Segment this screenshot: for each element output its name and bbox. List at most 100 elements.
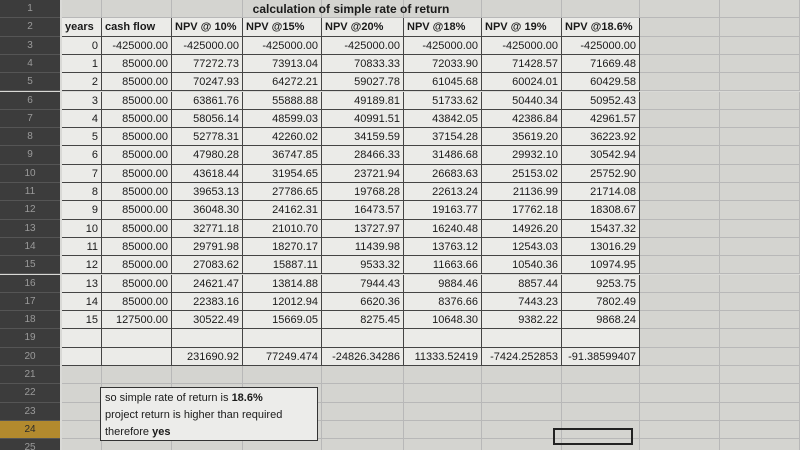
data-cell: 26683.63 (404, 164, 482, 183)
data-cell: 43618.44 (172, 164, 243, 183)
empty-cell (482, 402, 562, 421)
data-cell: 42961.57 (562, 109, 640, 129)
data-cell: 47980.28 (172, 146, 243, 165)
data-cell: 9382.22 (482, 311, 562, 330)
data-cell: 24162.31 (243, 201, 322, 220)
empty-cell (720, 73, 800, 92)
data-cell: 85000.00 (102, 292, 172, 312)
data-cell: 40991.51 (322, 109, 404, 129)
data-cell: 85000.00 (102, 73, 172, 92)
row-number: 11 (0, 183, 60, 202)
empty-cell (640, 402, 720, 421)
data-cell: 19163.77 (404, 201, 482, 220)
empty-cell (482, 420, 562, 440)
empty-cell (720, 347, 800, 366)
row-number: 3 (0, 36, 60, 55)
data-cell: 85000.00 (102, 219, 172, 238)
data-cell: 24621.47 (172, 274, 243, 293)
data-cell: 0 (62, 36, 102, 55)
data-cell: 21714.08 (562, 183, 640, 202)
data-cell: 12543.03 (482, 237, 562, 257)
empty-cell (640, 420, 720, 440)
data-cell: 85000.00 (102, 237, 172, 257)
data-cell: 85000.00 (102, 274, 172, 293)
empty-cell (562, 420, 640, 440)
data-cell: 42386.84 (482, 109, 562, 129)
empty-cell (322, 402, 404, 421)
data-cell: 25153.02 (482, 164, 562, 183)
empty-cell (62, 384, 102, 403)
note-line: therefore yes (105, 424, 313, 441)
empty-cell (640, 439, 720, 450)
empty-cell (720, 292, 800, 312)
data-cell: 7 (62, 164, 102, 183)
empty-cell (243, 329, 322, 348)
empty-cell (640, 109, 720, 129)
data-cell: 9533.32 (322, 256, 404, 275)
data-cell: -425000.00 (322, 36, 404, 55)
empty-cell (640, 237, 720, 257)
data-cell: 64272.21 (243, 73, 322, 92)
data-cell: 19768.28 (322, 183, 404, 202)
row-number: 15 (0, 256, 60, 275)
data-cell: 70247.93 (172, 73, 243, 92)
data-cell: 36048.30 (172, 201, 243, 220)
data-cell: 60429.58 (562, 73, 640, 92)
data-cell: 27786.65 (243, 183, 322, 202)
data-cell: 12012.94 (243, 292, 322, 312)
column-header: NPV @ 10% (172, 18, 243, 37)
empty-cell (62, 439, 102, 450)
data-cell: 16240.48 (404, 219, 482, 238)
data-cell: 85000.00 (102, 128, 172, 147)
empty-cell (102, 347, 172, 366)
empty-cell (62, 366, 102, 385)
empty-cell (640, 36, 720, 55)
empty-cell (482, 366, 562, 385)
data-cell: 43842.05 (404, 109, 482, 129)
empty-cell (404, 329, 482, 348)
column-header: cash flow (102, 18, 172, 37)
data-cell: -425000.00 (172, 36, 243, 55)
column-header: NPV @15% (243, 18, 322, 37)
data-cell: 13763.12 (404, 237, 482, 257)
empty-cell (322, 329, 404, 348)
data-cell: -425000.00 (482, 36, 562, 55)
row-number: 21 (0, 366, 60, 385)
data-cell: 9868.24 (562, 311, 640, 330)
empty-cell (640, 274, 720, 293)
data-cell: 42260.02 (243, 128, 322, 147)
empty-cell (720, 420, 800, 440)
data-cell: 11 (62, 237, 102, 257)
row-number: 20 (0, 347, 60, 366)
data-cell: 61045.68 (404, 73, 482, 92)
empty-cell (720, 366, 800, 385)
empty-cell (172, 366, 243, 385)
data-cell: 10974.95 (562, 256, 640, 275)
data-cell: 77272.73 (172, 54, 243, 74)
data-cell: 1 (62, 54, 102, 74)
column-header: NPV @ 19% (482, 18, 562, 37)
total-cell: -24826.34286 (322, 347, 404, 366)
empty-cell (640, 128, 720, 147)
data-cell: -425000.00 (562, 36, 640, 55)
empty-cell (62, 329, 102, 348)
data-cell: 29791.98 (172, 237, 243, 257)
data-cell: 11663.66 (404, 256, 482, 275)
empty-cell (172, 0, 243, 19)
empty-cell (720, 0, 800, 19)
empty-cell (62, 0, 102, 19)
empty-cell (640, 201, 720, 220)
data-cell: 85000.00 (102, 256, 172, 275)
empty-cell (322, 366, 404, 385)
empty-cell (720, 201, 800, 220)
data-cell: 8857.44 (482, 274, 562, 293)
data-cell: 58056.14 (172, 109, 243, 129)
row-number: 4 (0, 54, 60, 74)
empty-cell (640, 54, 720, 74)
note-text: therefore (105, 426, 153, 438)
empty-cell (720, 439, 800, 450)
empty-cell (720, 91, 800, 110)
empty-cell (62, 347, 102, 366)
data-cell: 13727.97 (322, 219, 404, 238)
empty-cell (720, 274, 800, 293)
